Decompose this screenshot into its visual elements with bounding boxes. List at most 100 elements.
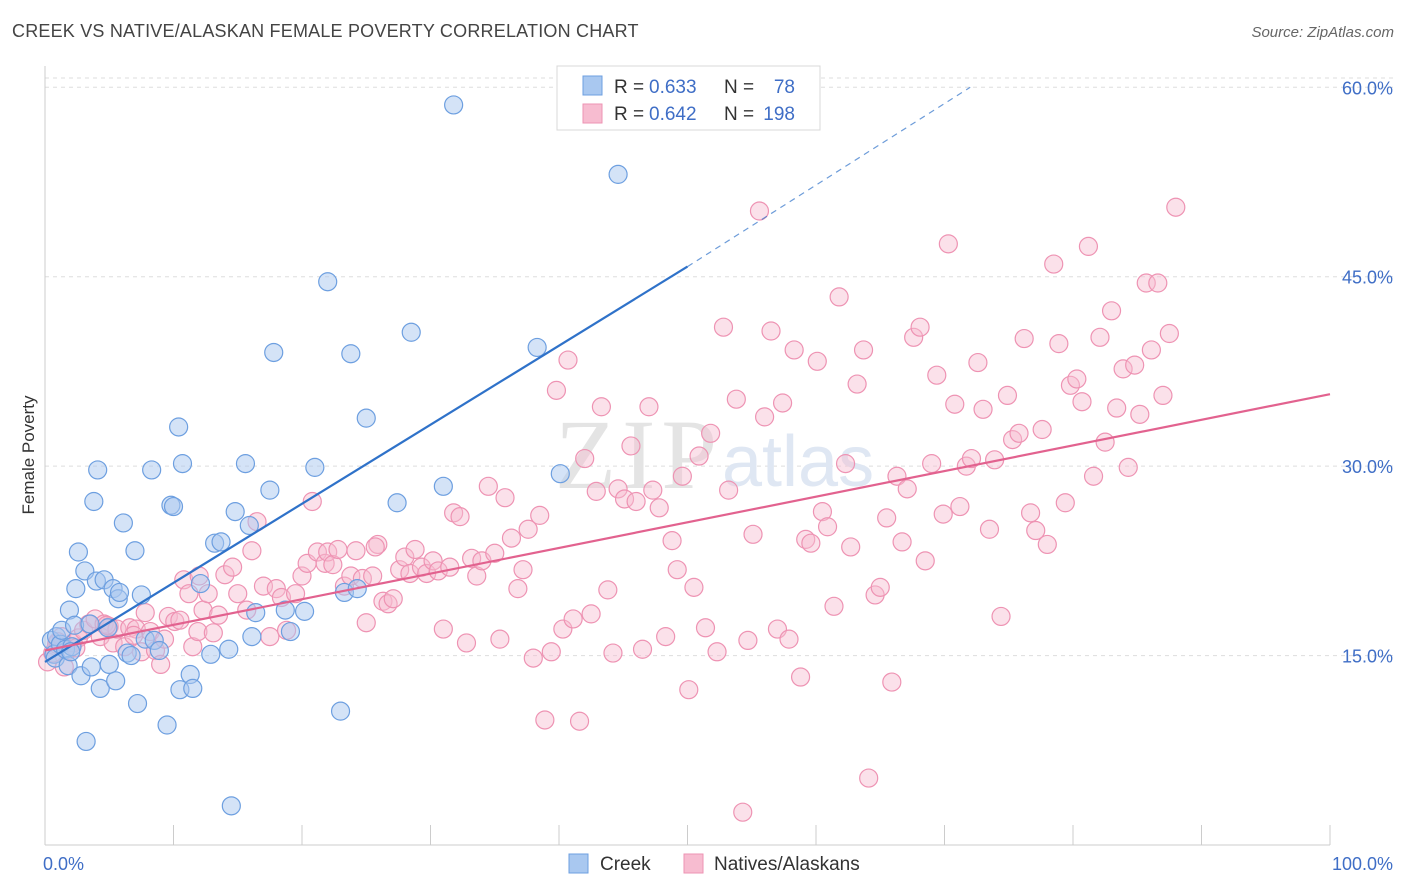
native-point — [877, 508, 897, 528]
native-point — [285, 584, 306, 604]
native-point — [1148, 273, 1168, 293]
axes — [44, 66, 1331, 846]
native-point — [933, 504, 953, 524]
native-point — [801, 533, 821, 553]
native-point — [1125, 355, 1145, 375]
creek-point — [318, 272, 338, 292]
creek-point — [106, 671, 126, 691]
native-point — [1141, 340, 1161, 360]
native-point — [829, 287, 849, 307]
native-point — [586, 481, 606, 501]
native-point — [307, 542, 328, 562]
creek-point — [219, 639, 239, 659]
native-point — [423, 551, 443, 571]
native-point — [979, 519, 1000, 539]
native-point — [433, 619, 453, 639]
native-point — [796, 529, 816, 549]
native-point — [1159, 323, 1179, 344]
native-point — [1078, 236, 1099, 256]
native-point — [1049, 334, 1069, 354]
native-point — [1055, 493, 1075, 513]
native-point — [266, 579, 286, 599]
x-tick-label: 0.0% — [43, 854, 84, 874]
legend-creek-n-label: N = — [724, 77, 754, 98]
native-point — [672, 466, 692, 486]
native-point — [530, 505, 550, 525]
native-point — [467, 566, 487, 586]
native-point — [961, 448, 982, 469]
native-point — [1032, 419, 1052, 440]
creek-point — [88, 460, 108, 480]
native-point — [968, 352, 988, 373]
native-point — [215, 565, 235, 585]
native-point — [1153, 385, 1173, 406]
x-tick-label: 100.0% — [1332, 854, 1393, 874]
native-point — [707, 642, 727, 662]
creek-point — [169, 417, 189, 437]
y-tick-labels: 15.0% 30.0% 45.0% 60.0% — [1342, 78, 1393, 666]
creek-point — [608, 164, 628, 184]
native-point — [1090, 327, 1110, 347]
creek-point — [183, 678, 203, 699]
creek-point — [305, 457, 325, 477]
native-point — [649, 498, 669, 518]
native-point — [835, 454, 856, 474]
creek-point — [190, 573, 211, 594]
native-point — [945, 394, 965, 414]
native-point — [812, 501, 833, 522]
native-point — [1136, 273, 1156, 293]
creek-point — [99, 654, 119, 675]
native-point — [569, 711, 590, 731]
native-point — [523, 648, 543, 668]
native-point — [513, 560, 533, 580]
legend-bottom-native-swatch — [683, 853, 704, 874]
watermark-atlas: atlas — [722, 422, 874, 502]
native-point — [1009, 423, 1029, 443]
native-point — [695, 618, 716, 638]
native-point — [203, 623, 223, 643]
y-tick-label: 15.0% — [1342, 647, 1393, 667]
native-point — [667, 560, 687, 580]
creek-point — [225, 501, 245, 522]
native-point — [478, 476, 498, 496]
native-point — [853, 340, 874, 360]
native-point — [892, 532, 912, 552]
y-axis-label: Female Poverty — [19, 395, 38, 515]
native-point — [242, 541, 262, 561]
creek-point — [433, 476, 453, 496]
native-point — [847, 374, 867, 394]
legend-creek-swatch — [582, 75, 603, 96]
native-point — [405, 539, 425, 560]
native-point — [1044, 254, 1064, 274]
legend-native-r-value: 0.642 — [649, 104, 697, 125]
legend-native-r-label: R = — [614, 104, 644, 125]
native-point — [761, 321, 781, 341]
native-point — [904, 327, 924, 347]
y-tick-label: 60.0% — [1342, 78, 1393, 98]
native-point — [223, 557, 243, 577]
creek-point — [125, 541, 145, 561]
creek-point — [109, 582, 130, 603]
native-point — [772, 393, 793, 413]
native-point — [662, 531, 682, 551]
legend-bottom: Creek Natives/Alaskans — [568, 853, 860, 875]
native-point — [621, 436, 641, 456]
native-point — [779, 629, 799, 649]
native-point — [1037, 534, 1057, 555]
creek-point — [242, 627, 262, 647]
native-point — [897, 479, 917, 499]
y-tick-label: 45.0% — [1342, 268, 1393, 288]
creek-point — [387, 493, 407, 513]
creek-point — [172, 454, 193, 474]
native-point — [598, 580, 618, 600]
chart-title: CREEK VS NATIVE/ALASKAN FEMALE POVERTY C… — [12, 21, 639, 41]
native-point — [1072, 392, 1092, 412]
native-point — [546, 380, 567, 400]
native-point — [575, 448, 595, 469]
native-point — [365, 537, 385, 557]
creek-point — [235, 454, 256, 474]
creek-point — [84, 491, 104, 512]
native-point — [1166, 197, 1186, 217]
creek-point — [341, 344, 361, 364]
native-point — [553, 619, 573, 639]
